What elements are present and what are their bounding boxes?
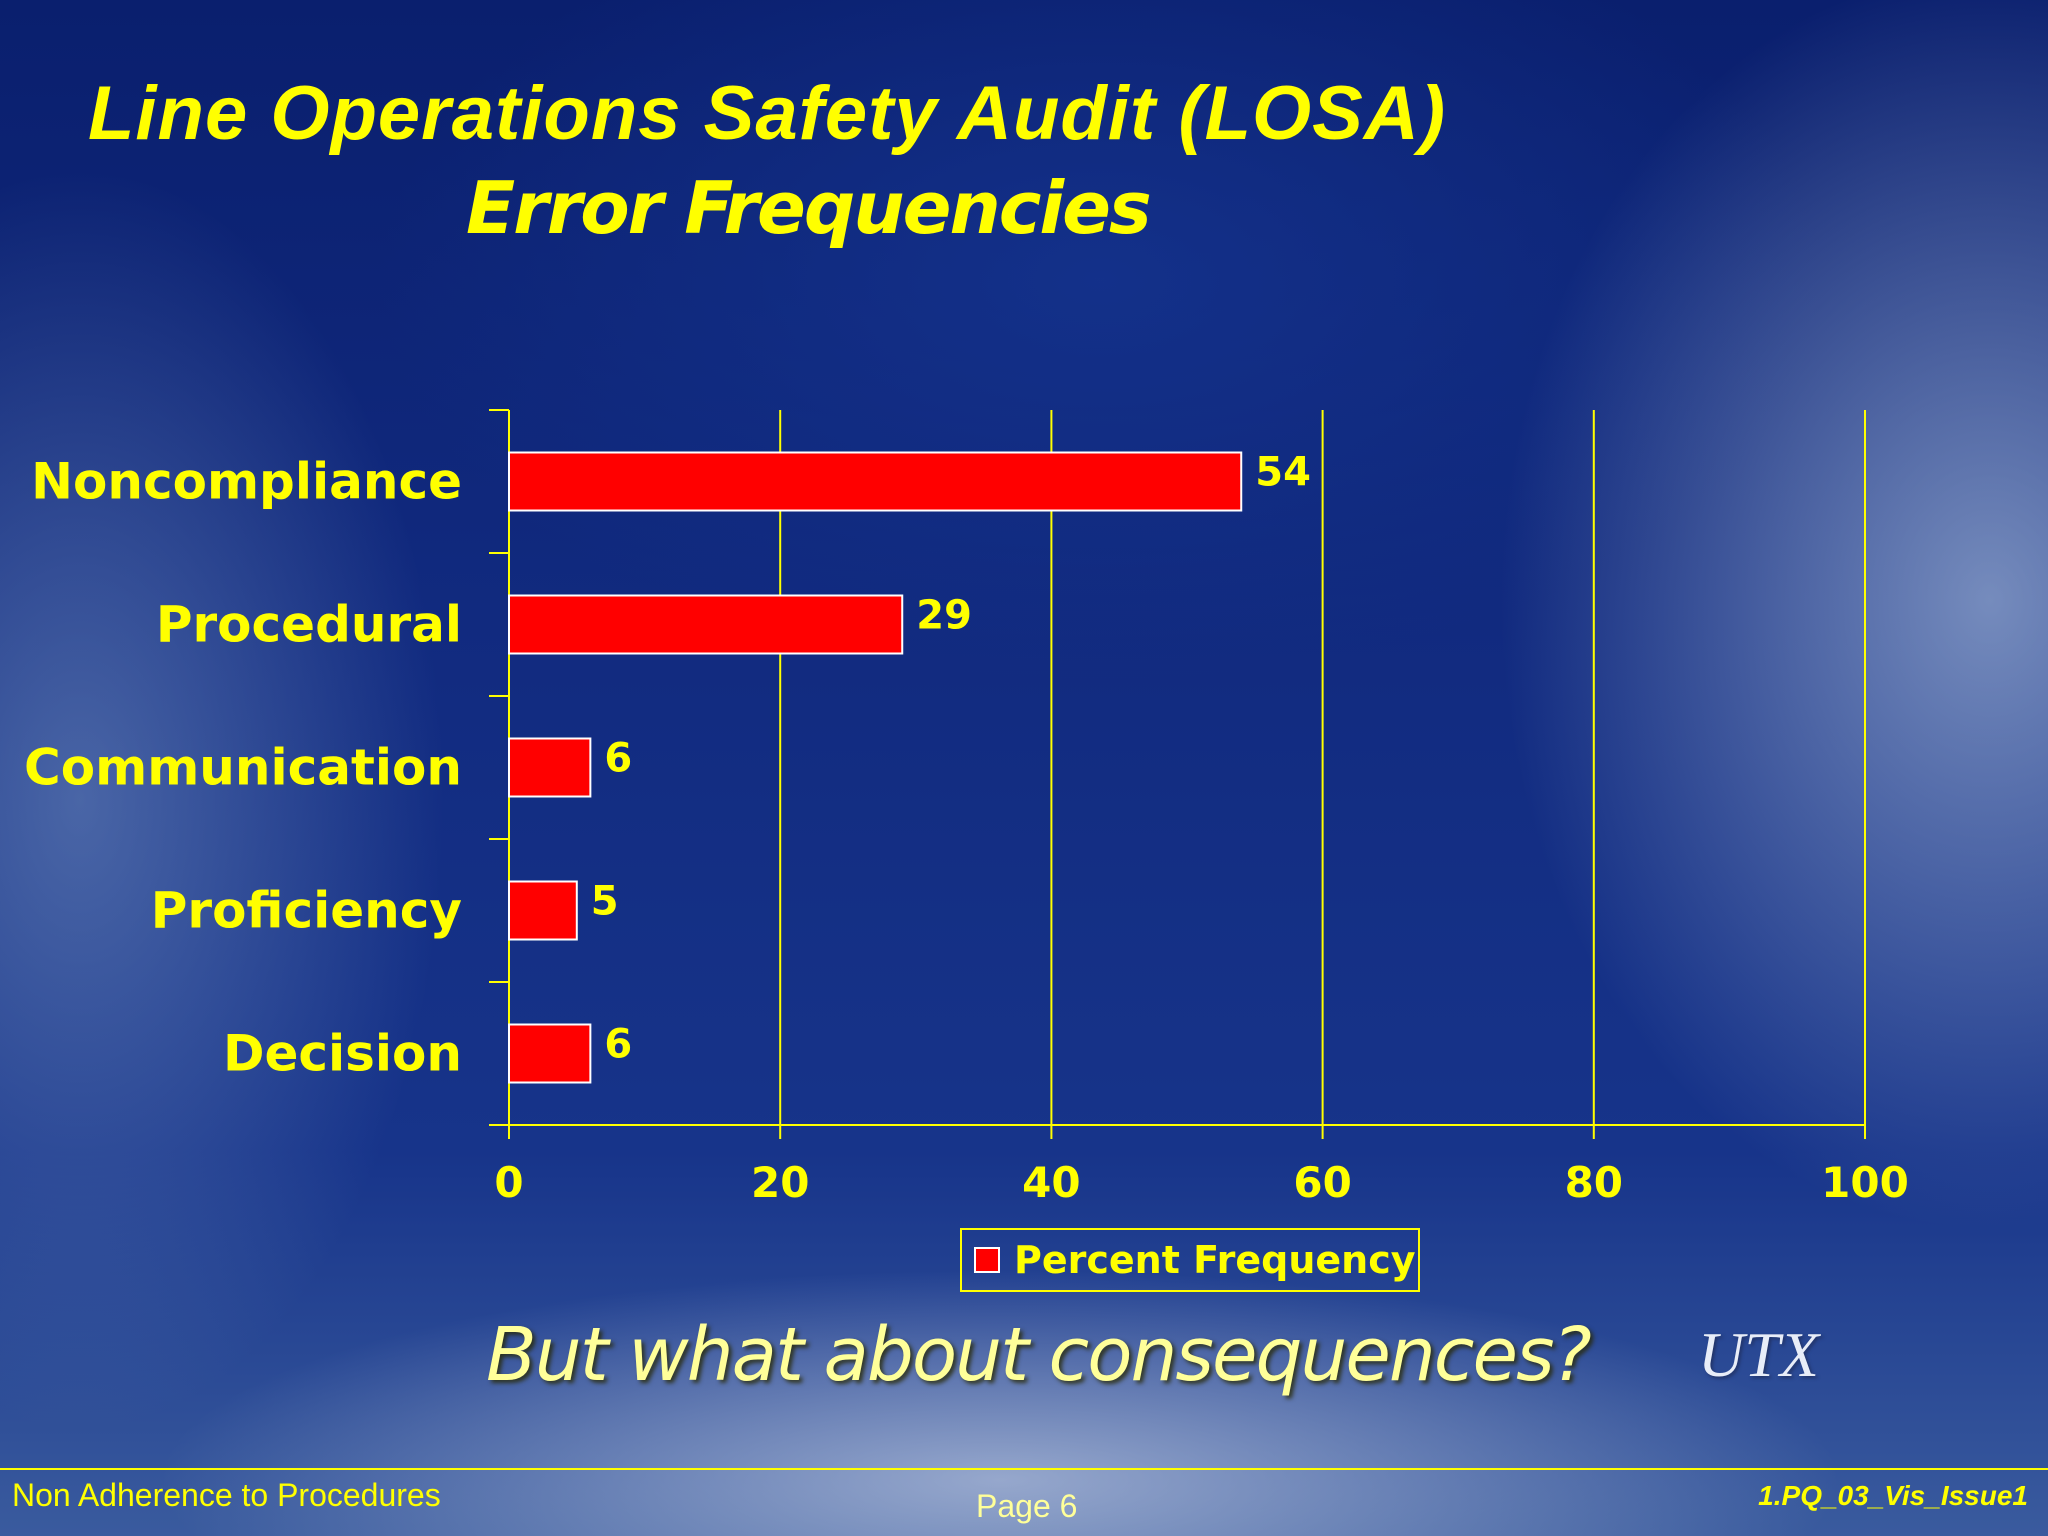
data-label-noncompliance: 54	[1255, 450, 1311, 496]
chart-legend: Percent Frequency	[960, 1228, 1420, 1292]
data-label-decision: 6	[604, 1022, 632, 1068]
document-id: 1.PQ_03_Vis_Issue1	[1758, 1480, 2028, 1511]
utx-logo: UTX	[1698, 1319, 1819, 1390]
category-label-procedural: Procedural	[156, 596, 462, 654]
bar-decision	[508, 1023, 592, 1084]
footer-divider	[0, 1468, 2048, 1470]
x-tick-label-60: 60	[1293, 1158, 1351, 1207]
bar-proficiency	[508, 880, 578, 941]
category-label-noncompliance: Noncompliance	[31, 453, 462, 511]
slide-title: Line Operations Safety Audit (LOSA)	[88, 71, 1447, 156]
data-label-communication: 6	[604, 736, 632, 782]
x-tick-label-0: 0	[494, 1158, 523, 1207]
data-label-procedural: 29	[916, 593, 972, 639]
bar-noncompliance	[508, 451, 1243, 512]
footer-topic: Non Adherence to Procedures	[12, 1477, 441, 1513]
legend-label: Percent Frequency	[1014, 1238, 1416, 1282]
x-tick-label-80: 80	[1565, 1158, 1623, 1207]
category-label-decision: Decision	[223, 1025, 462, 1083]
x-tick-label-40: 40	[1022, 1158, 1080, 1207]
legend-swatch	[974, 1247, 1000, 1273]
bar-communication	[508, 737, 592, 798]
x-tick-label-100: 100	[1821, 1158, 1909, 1207]
data-label-proficiency: 5	[591, 879, 619, 925]
x-tick-label-20: 20	[751, 1158, 809, 1207]
category-label-proficiency: Proficiency	[151, 882, 462, 940]
bar-procedural	[508, 594, 904, 655]
slide-subtitle: Error Frequencies	[466, 166, 1152, 250]
page-number: Page 6	[976, 1488, 1078, 1524]
bar-chart: 0 20 40 60 80 100 Noncompliance 54 Procedural 29 C…	[24, 409, 1909, 1207]
category-label-communication: Communication	[24, 739, 462, 797]
consequences-question: But what about consequences?	[486, 1312, 1592, 1398]
